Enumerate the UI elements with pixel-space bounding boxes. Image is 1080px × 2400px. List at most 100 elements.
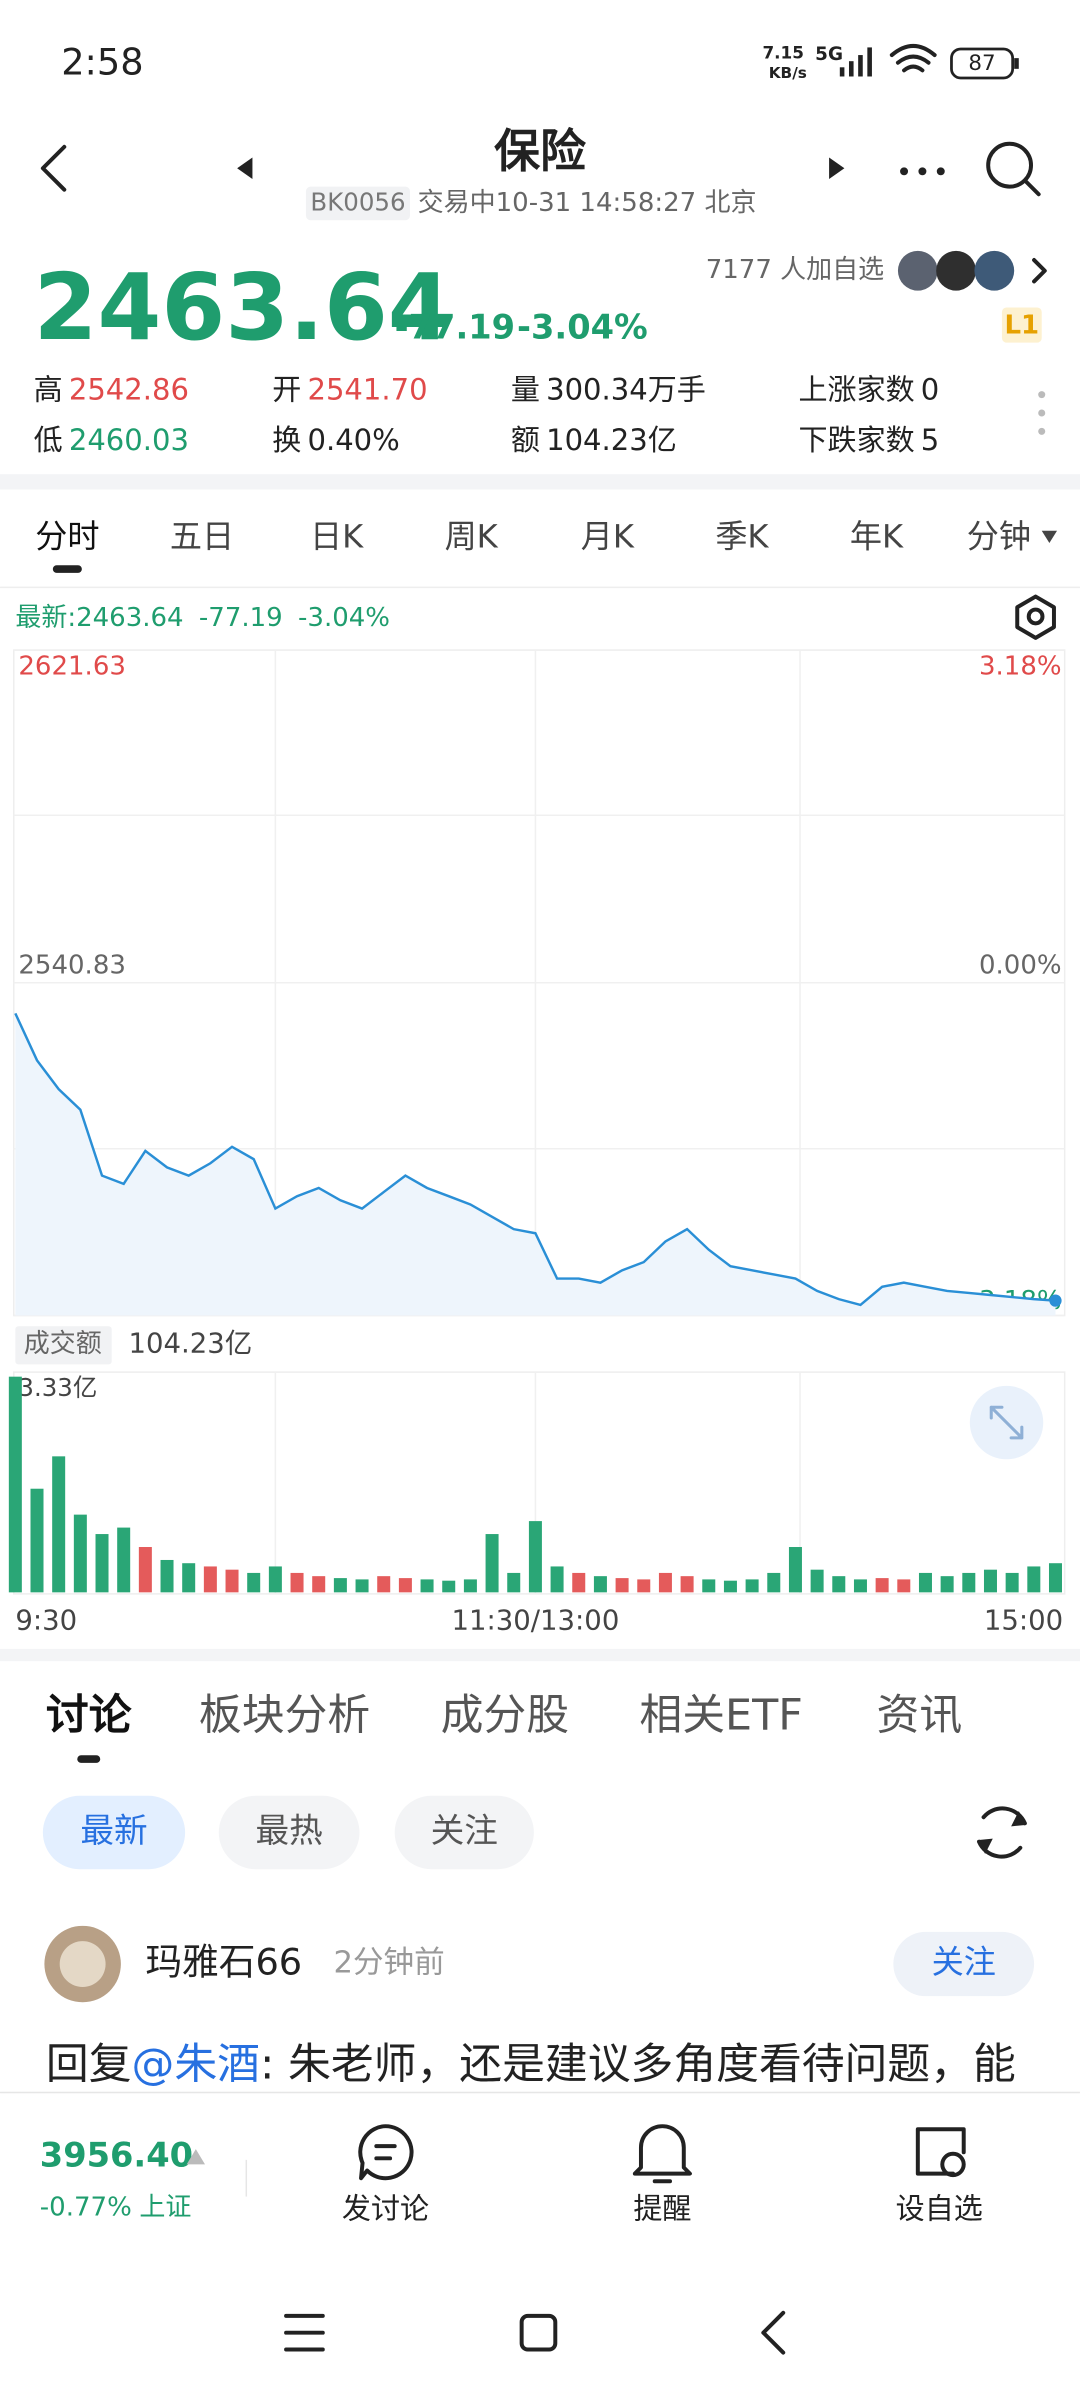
user-name[interactable]: 玛雅石66 (145, 1941, 302, 1984)
stat-label: 额 (511, 423, 540, 457)
volume-bar (832, 1576, 846, 1593)
action-label[interactable]: 设自选 (896, 2191, 983, 2225)
mention[interactable]: @朱酒 (132, 2039, 260, 2089)
volume-bar (723, 1580, 737, 1593)
chart-tab[interactable]: 五日 (170, 517, 234, 555)
battery-tip (1014, 58, 1019, 69)
volume-bar (702, 1579, 716, 1593)
divider (0, 1648, 1080, 1662)
code-badge (305, 186, 410, 221)
action-label[interactable]: 提醒 (633, 2191, 691, 2225)
network: 5G (815, 44, 843, 65)
expand-arrow[interactable] (186, 2149, 206, 2165)
nav-menu[interactable] (284, 2313, 325, 2352)
page-title: 保险 (494, 124, 586, 178)
section-tab[interactable]: 讨论 (46, 1690, 133, 1740)
section-tab[interactable]: 板块分析 (199, 1690, 370, 1740)
clock: 2:58 (61, 41, 143, 84)
discuss-icon[interactable] (358, 2124, 414, 2181)
stat-value: 300.34万手 (546, 373, 706, 407)
volume-bar (940, 1576, 954, 1593)
latest-label: 最新: (15, 602, 76, 632)
filter-pill[interactable] (218, 1795, 360, 1870)
wifi-icon (889, 43, 937, 73)
volume-bar (442, 1580, 456, 1593)
next-button[interactable] (829, 157, 845, 179)
volume-bar (593, 1576, 607, 1593)
chart-tab[interactable]: 月K (581, 517, 635, 555)
search-button[interactable] (986, 141, 1041, 197)
volume-bar (95, 1534, 109, 1593)
index-change-pct: -3.04% (517, 307, 648, 346)
stat-label: 下跌家数 (799, 423, 915, 457)
chart-tab[interactable]: 年K (850, 517, 904, 555)
chart-tab[interactable]: 周K (445, 517, 499, 555)
volume-bar (30, 1488, 44, 1593)
watcher-avatars (897, 250, 1015, 291)
chart-tab[interactable]: 季K (715, 517, 769, 555)
section-tab[interactable]: 成分股 (441, 1690, 569, 1740)
code: BK0056 (310, 187, 405, 216)
price-line (14, 1012, 1056, 1307)
volume-bar (1027, 1566, 1041, 1593)
nav-home[interactable] (519, 2313, 558, 2352)
watchlist-icon[interactable] (915, 2127, 966, 2178)
follow-button[interactable] (893, 1931, 1035, 1997)
stat: 额 104.23亿 (511, 423, 677, 457)
filter-pill[interactable] (42, 1795, 186, 1870)
filter-label[interactable]: 关注 (431, 1811, 498, 1850)
tab-dropdown[interactable] (1041, 530, 1058, 544)
volume-bar (658, 1572, 672, 1593)
volume-bar (463, 1579, 477, 1593)
volume-bar (377, 1576, 391, 1593)
volume-bar (897, 1579, 911, 1593)
volume-bar (73, 1514, 87, 1593)
volume-bar (918, 1572, 932, 1593)
section-tab[interactable]: 相关ETF (639, 1690, 802, 1740)
back-button[interactable] (40, 144, 67, 192)
chart-settings[interactable] (1015, 594, 1056, 640)
filter-label[interactable]: 最新 (80, 1811, 147, 1850)
filter-pill[interactable] (394, 1795, 534, 1870)
net-speed: 7.15 (762, 43, 803, 63)
sh-index[interactable]: 3956.40 (40, 2135, 193, 2174)
volume-total: 104.23亿 (129, 1328, 253, 1360)
price-area (15, 1013, 1056, 1316)
volume-bar (788, 1547, 802, 1593)
volume-bar (572, 1572, 586, 1593)
more-button[interactable] (900, 167, 945, 176)
volume-bar (138, 1547, 152, 1593)
section-tab[interactable]: 资讯 (877, 1690, 963, 1740)
stats-more[interactable] (1038, 391, 1046, 435)
chart-tab[interactable]: 日K (310, 517, 364, 555)
chart-tab[interactable]: 分钟 (967, 517, 1031, 555)
nav-back[interactable] (761, 2310, 786, 2355)
x-tick-label: 15:00 (984, 1604, 1063, 1636)
watchers-chevron[interactable] (1032, 258, 1047, 284)
level-badge (1001, 307, 1042, 343)
battery-icon (950, 47, 1015, 80)
signal-icon (839, 47, 872, 77)
post-text: 回复@朱酒: 朱老师，还是建议多角度看待问题，能 (46, 2039, 1016, 2089)
stat-label: 低 (34, 423, 63, 457)
chart-tab[interactable]: 分时 (35, 517, 99, 555)
prev-button[interactable] (237, 157, 253, 179)
follow-label[interactable]: 关注 (932, 1943, 996, 1981)
y-tick-label: 2540.83 (18, 950, 126, 980)
stat-label: 开 (272, 373, 301, 407)
refresh-button[interactable] (977, 1806, 1027, 1859)
stat: 开 2541.70 (272, 373, 427, 407)
expand-button[interactable] (969, 1385, 1044, 1460)
post-body: : 朱老师，还是建议多角度看待问题，能 (260, 2039, 1016, 2089)
index-change: -77.19 (395, 307, 515, 346)
user-avatar-detail (59, 1941, 106, 1987)
volume-bar (1005, 1572, 1019, 1593)
filter-label[interactable]: 最热 (255, 1811, 322, 1850)
alert-icon[interactable] (632, 2124, 692, 2184)
stat-value: 2542.86 (69, 373, 189, 407)
action-label[interactable]: 发讨论 (342, 2191, 429, 2225)
x-tick-label: 9:30 (15, 1604, 77, 1636)
stat-label: 高 (34, 373, 63, 407)
volume-bar (485, 1534, 499, 1593)
volume-bar (810, 1569, 824, 1593)
